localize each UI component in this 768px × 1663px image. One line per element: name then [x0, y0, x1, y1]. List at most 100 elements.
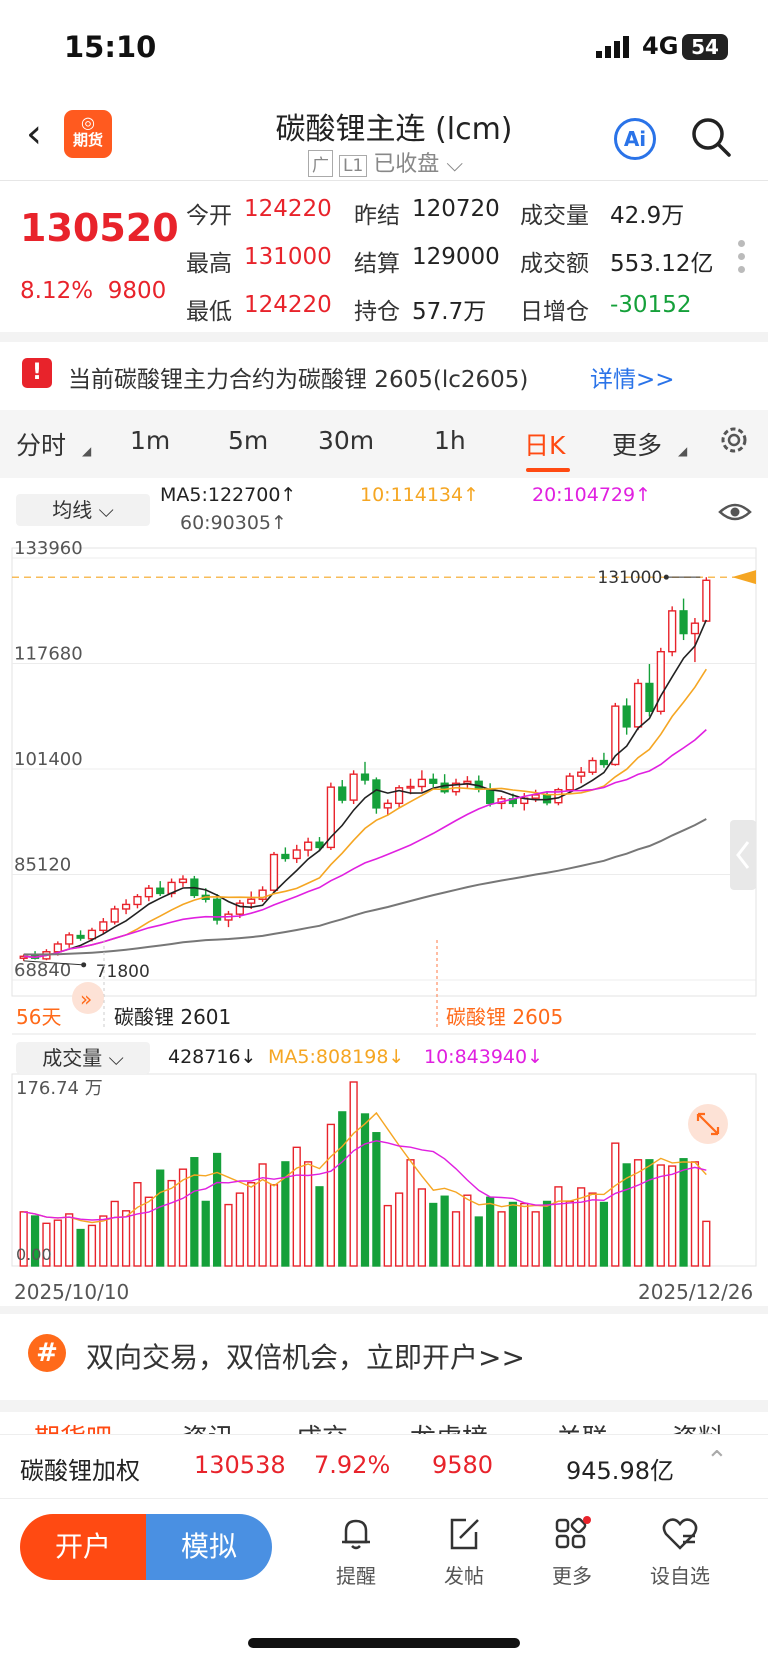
candle-body	[383, 802, 392, 809]
volume-selector[interactable]: 成交量 ⌵	[16, 1042, 150, 1074]
expand-icon	[696, 1112, 720, 1136]
chevron-down-icon: ⌵	[446, 152, 463, 177]
volume-bar	[622, 1163, 631, 1267]
volume-bar	[326, 1123, 335, 1267]
candle-body	[65, 934, 74, 945]
volume-bar	[42, 1222, 51, 1267]
gear-icon[interactable]	[718, 424, 750, 456]
edit-icon[interactable]	[424, 1516, 504, 1556]
logo-text: 期货	[72, 131, 103, 149]
candle-body	[76, 934, 85, 939]
expand-left-badge	[72, 982, 104, 1014]
tab-2[interactable]: 5m	[228, 426, 269, 455]
simulate-button[interactable]: 模拟	[146, 1514, 272, 1580]
volume-bar	[292, 1146, 301, 1267]
volume-ma5: MA5:808198↓	[268, 1046, 405, 1068]
volume-bar	[269, 1184, 279, 1267]
section-tab-2[interactable]: 成交	[296, 1418, 348, 1434]
high-dot	[663, 574, 669, 580]
kline-chart[interactable]: 133960 117680 101400 85120 68840 131000 71800 5…	[0, 540, 768, 1310]
section-tab-0[interactable]: 期货吧	[34, 1418, 112, 1434]
volume-bar	[588, 1192, 597, 1267]
open-account-banner[interactable]: 双向交易，双倍机会，立即开户>>	[86, 1341, 525, 1374]
notice-detail-link[interactable]: 详情>>	[590, 367, 675, 393]
back-button[interactable]: ‹	[26, 111, 42, 157]
candle-body	[622, 705, 631, 728]
quote-value: 131000	[244, 244, 332, 270]
candle-body	[702, 579, 711, 622]
tab-1[interactable]: 1m	[130, 426, 171, 455]
ma10-value: 10:114134↑	[360, 484, 480, 506]
volume-selector-label: 成交量	[42, 1046, 103, 1070]
chevron-up-icon[interactable]: ⌃	[706, 1446, 728, 1476]
volume-zero-label: 0.00	[16, 1245, 52, 1264]
ai-button[interactable]: Ai	[614, 118, 656, 160]
volume-bar	[201, 1200, 210, 1267]
tab-5[interactable]: 日K	[524, 431, 566, 460]
tab-6[interactable]: 更多	[612, 431, 663, 460]
volume-bar	[110, 1200, 119, 1267]
signal-icon	[596, 36, 629, 58]
candle-body	[269, 853, 279, 891]
weighted-contract-bar[interactable]	[0, 1434, 768, 1499]
quote-label: 持仓	[354, 299, 400, 325]
more-dots-icon[interactable]	[738, 240, 746, 273]
dropdown-triangle-icon: ◢	[678, 444, 688, 458]
candle-body	[247, 898, 256, 904]
volume-bar	[190, 1157, 199, 1267]
volume-bar	[554, 1186, 563, 1267]
section-tab-4[interactable]: 关联	[556, 1418, 608, 1434]
candle-body	[588, 759, 597, 773]
ma20-value: 20:104729↑	[532, 484, 652, 506]
volume-bar	[565, 1200, 574, 1267]
days-label: 56天	[16, 1005, 61, 1029]
period-tabs	[0, 410, 768, 478]
section-tab-3[interactable]: 龙虎榜	[410, 1418, 488, 1434]
section-gap	[0, 1306, 768, 1314]
open-account-button[interactable]: 开户	[20, 1514, 146, 1580]
section-gap	[0, 332, 768, 342]
kline-frame	[11, 547, 757, 997]
double-chevron-icon: »	[80, 987, 92, 1011]
candle-body	[110, 908, 119, 923]
candle-body	[326, 786, 335, 849]
dropdown-triangle-icon: ◢	[82, 444, 92, 458]
app-logo[interactable]: ◎ 期货	[64, 110, 112, 158]
tab-0[interactable]: 分时	[16, 431, 67, 460]
volume-bar	[520, 1202, 529, 1267]
heart-icon[interactable]	[640, 1516, 720, 1556]
volume-bar	[133, 1182, 142, 1267]
exchange-tag: 广	[308, 150, 333, 177]
quote-label: 日增仓	[520, 299, 589, 325]
volume-bar	[633, 1159, 643, 1267]
volume-bar	[497, 1211, 506, 1267]
tab-4[interactable]: 1h	[434, 426, 466, 455]
market-status[interactable]: 广 L1 已收盘 ⌵	[308, 146, 463, 178]
volume-bar	[53, 1219, 62, 1267]
volume-bar	[30, 1215, 40, 1267]
tab-3[interactable]: 30m	[318, 426, 375, 455]
date-end: 2025/12/26	[638, 1280, 754, 1304]
section-tab-1[interactable]: 资讯	[182, 1418, 234, 1434]
volume-bar	[395, 1192, 404, 1267]
ma-selector[interactable]: 均线 ⌵	[16, 494, 150, 526]
notice-text: 当前碳酸锂主力合约为碳酸锂 2605(lc2605)	[68, 367, 529, 393]
candle-body	[281, 853, 290, 860]
bell-icon[interactable]	[316, 1516, 396, 1556]
candle-body	[178, 878, 188, 884]
eye-icon[interactable]	[718, 500, 752, 524]
search-icon[interactable]	[690, 116, 732, 158]
section-tab-5[interactable]: 资料	[672, 1418, 724, 1434]
section-tabs: 期货吧 资讯 成交 龙虎榜 关联 资料	[0, 1412, 768, 1434]
grid-icon[interactable]	[532, 1516, 612, 1556]
candle-body	[338, 786, 347, 801]
watchlist-label: 设自选	[650, 1564, 710, 1588]
candle-body	[679, 610, 688, 635]
quote-label: 最低	[186, 299, 232, 325]
volume-value: 428716↓	[168, 1046, 257, 1068]
ma60-value: 60:90305↑	[180, 512, 287, 534]
candle-body	[656, 651, 665, 713]
volume-bar	[258, 1163, 267, 1267]
candle-body	[406, 785, 415, 789]
volume-bar	[679, 1158, 688, 1267]
